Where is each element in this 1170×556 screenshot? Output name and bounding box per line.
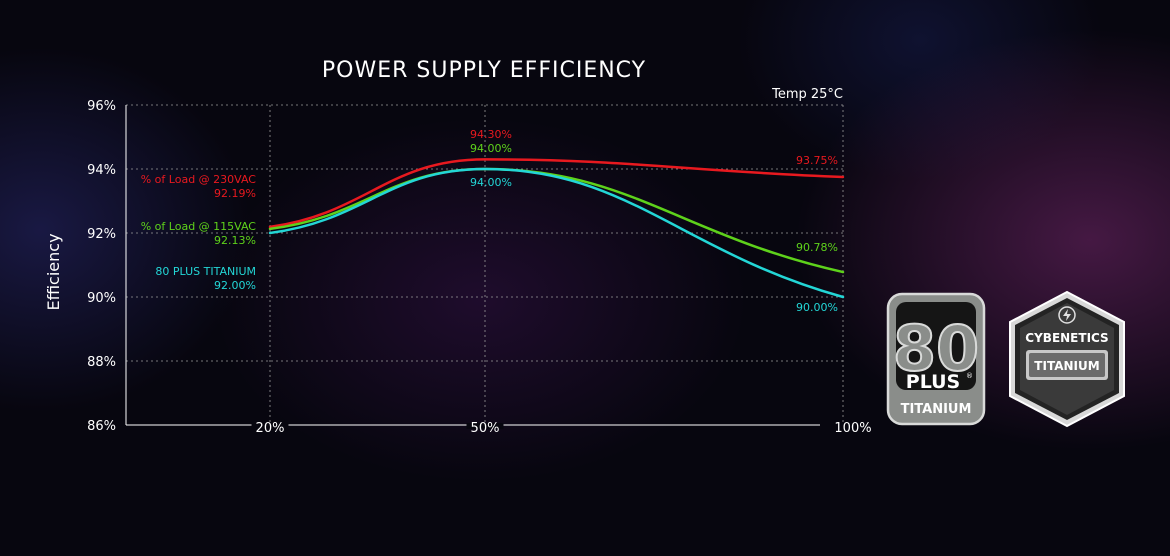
cybenetics-logo-icon [1058,306,1076,324]
legend-series-name: % of Load @ 230VAC [141,173,257,186]
cybenetics-brand: CYBENETICS [1025,331,1108,345]
peak-value-label: 94.00% [470,176,512,189]
y-tick-label: 92% [87,227,116,242]
end-value-label: 90.78% [796,241,838,254]
x-tick-mask [820,423,866,429]
badge-80-number: 80 [893,312,979,385]
legend-series-value: 92.13% [214,234,256,247]
x-tick-mask [251,423,289,429]
y-tick-label: 88% [87,355,116,370]
end-value-label: 93.75% [796,154,838,167]
legend-series-value: 92.19% [214,187,256,200]
temp-annotation: Temp 25°C [771,87,843,102]
x-tick-mask [466,423,504,429]
badge-80-tier: TITANIUM [901,402,972,417]
badge-registered-mark: ® [966,372,973,380]
peak-value-label: 94.00% [470,142,512,155]
series-line [268,158,845,229]
series-line [268,167,845,299]
cybenetics-titanium-badge: CYBENETICS TITANIUM [1004,290,1130,428]
series-line [268,167,845,274]
y-tick-label: 94% [87,163,116,178]
peak-value-label: 94.30% [470,128,512,141]
x-tick-label: 50% [471,421,500,436]
end-value-label: 90.00% [796,301,838,314]
y-tick-label: 96% [87,99,116,114]
axes: 86% 88% 90% 92% 94% 96% 20% 50% 100% [87,99,871,436]
80-plus-titanium-badge: 80 PLUS ® TITANIUM [886,292,986,426]
y-tick-label: 86% [87,419,116,434]
legend-series-name: 80 PLUS TITANIUM [155,265,256,278]
cybenetics-tier: TITANIUM [1034,359,1099,373]
y-tick-label: 90% [87,291,116,306]
legend-series-name: % of Load @ 115VAC [141,220,257,233]
grid-lines [126,104,844,425]
y-axis-label: Efficiency [44,233,63,310]
badge-80-plus-text: PLUS [906,371,960,393]
legend-series-value: 92.00% [214,279,256,292]
x-tick-label: 20% [256,421,285,436]
series-lines [268,158,845,299]
chart-title: POWER SUPPLY EFFICIENCY [322,58,646,83]
x-tick-label: 100% [834,421,871,436]
